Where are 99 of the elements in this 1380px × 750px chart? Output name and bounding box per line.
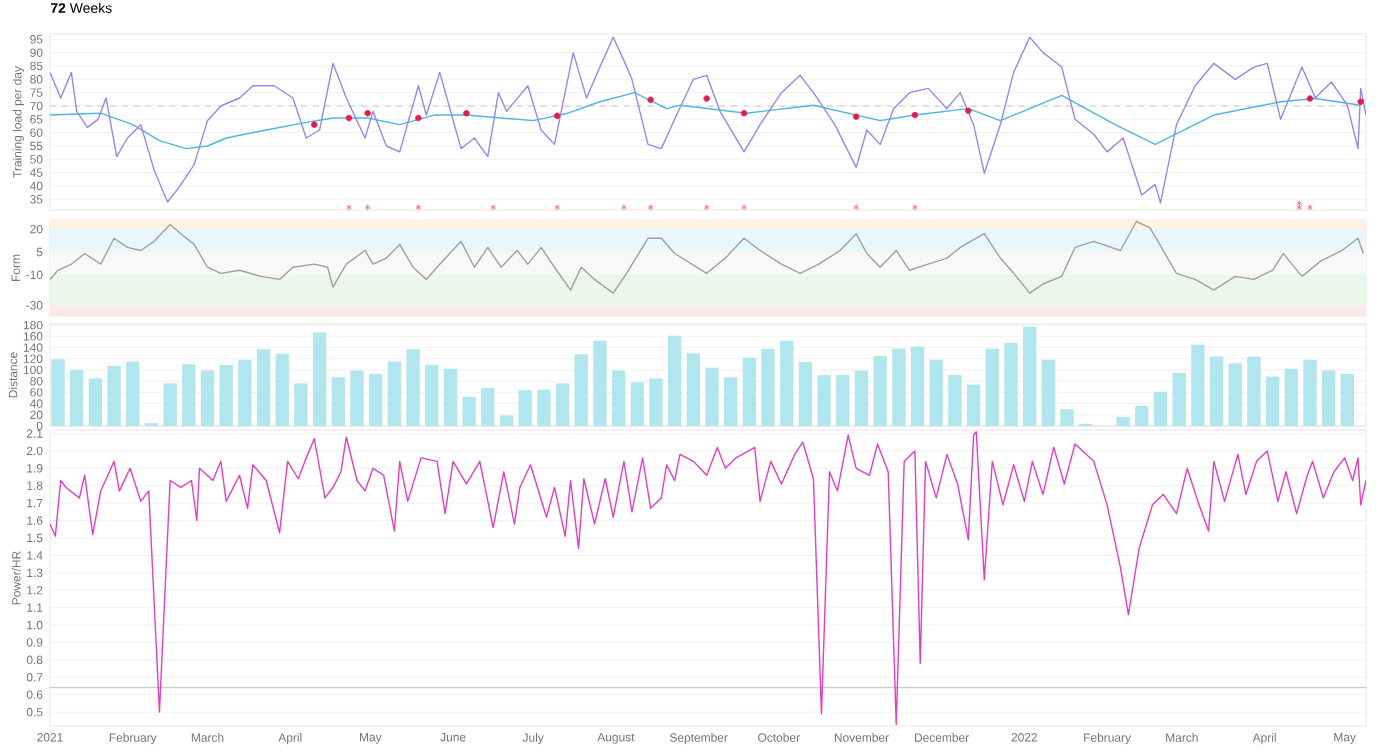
bar [1228,363,1242,426]
line-series [50,431,1367,725]
bar [649,378,663,426]
bar [368,373,383,426]
bar [1153,391,1168,426]
point [912,204,918,211]
bar [948,375,962,426]
line-series [50,36,1367,204]
bar [163,383,177,426]
bar [387,361,402,426]
bar [854,370,869,426]
point [703,204,710,211]
bar [1060,409,1074,426]
bar [555,383,570,426]
point [1296,200,1303,207]
point [415,204,422,211]
point [1296,204,1303,211]
point [647,96,654,104]
bar [817,375,831,426]
bar [1340,373,1355,426]
bar [705,367,719,426]
bar [1303,359,1317,426]
point [621,204,627,211]
bar [910,346,925,426]
bar [275,353,289,426]
bar [518,390,532,426]
bar [1209,356,1224,426]
bar [294,383,308,426]
bar [462,396,476,426]
bar [256,349,271,426]
point [415,114,422,122]
bar [425,364,439,426]
bar [481,387,495,426]
bar [761,348,775,426]
bar [966,384,981,426]
bar [873,355,887,426]
bar [985,348,999,426]
bar [537,389,551,426]
bar [593,340,607,426]
bar [574,354,588,426]
bar [1172,372,1186,426]
point [740,109,748,117]
point [1306,95,1314,102]
point [853,204,859,211]
bar [1116,417,1130,426]
bar [611,370,626,426]
point [490,204,496,211]
bar [1004,343,1018,426]
bar [780,340,794,426]
bar [350,370,364,426]
point [703,95,710,102]
bar [499,415,514,426]
bar [51,359,65,426]
bar [238,359,252,426]
bar [742,357,757,426]
bar [686,353,700,426]
point [965,107,972,114]
bar [1284,368,1298,426]
bar [1023,326,1037,426]
bar [667,335,682,426]
bar [1321,370,1336,426]
line-series [50,220,1365,294]
bar [70,369,84,426]
bar [107,366,121,426]
bar [126,361,140,426]
point [345,114,353,122]
point [346,204,352,211]
point [364,204,371,211]
point [911,111,919,119]
point [554,204,561,211]
point [741,204,747,211]
bar [1247,356,1261,426]
point [647,204,654,211]
bar [219,364,233,426]
bar [88,378,103,426]
bar [331,377,345,426]
bar [630,382,644,426]
bar [724,377,738,426]
point [553,112,561,120]
bar [200,370,215,426]
point [852,113,860,120]
point [311,121,318,128]
bar [312,332,327,426]
line-series [50,91,1362,150]
point [463,109,470,117]
bar [892,348,906,426]
bar [182,364,196,426]
bar [1041,359,1056,426]
bar [1265,376,1280,426]
point [1307,204,1313,211]
point [364,109,371,117]
bar [836,375,850,426]
bar [406,349,420,426]
bar [929,359,943,426]
bar [1191,344,1205,426]
bar [798,362,813,426]
bar [1135,405,1149,426]
bar [443,368,458,426]
point [1357,98,1364,105]
